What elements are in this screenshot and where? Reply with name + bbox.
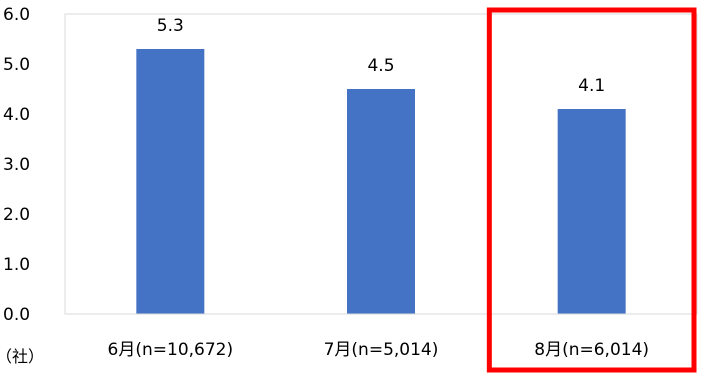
x-tick-label: 7月(n=5,014) bbox=[324, 340, 439, 360]
y-tick-label: 1.0 bbox=[3, 255, 30, 275]
y-tick-label: 4.0 bbox=[3, 105, 30, 125]
bar bbox=[136, 49, 205, 314]
bar bbox=[347, 89, 415, 314]
x-axis: 6月(n=10,672) 7月(n=5,014) 8月(n=6,014) bbox=[108, 340, 650, 360]
y-tick-label: 0.0 bbox=[3, 305, 30, 325]
y-tick-label: 6.0 bbox=[3, 5, 30, 25]
y-tick-label: 2.0 bbox=[3, 205, 30, 225]
y-tick-label: 5.0 bbox=[3, 55, 30, 75]
highlight-box bbox=[486, 7, 697, 373]
bar bbox=[557, 109, 626, 314]
bars-group bbox=[136, 49, 626, 314]
data-label: 5.3 bbox=[157, 16, 184, 36]
y-tick-label: 3.0 bbox=[3, 155, 30, 175]
y-axis: 0.0 1.0 2.0 3.0 4.0 5.0 6.0 bbox=[3, 5, 30, 325]
x-tick-label: 6月(n=10,672) bbox=[108, 340, 234, 360]
data-label: 4.5 bbox=[367, 56, 394, 76]
x-tick-label: 8月(n=6,014) bbox=[534, 340, 649, 360]
data-label: 4.1 bbox=[578, 76, 605, 96]
data-labels-group: 5.3 4.5 4.1 bbox=[157, 16, 605, 96]
y-axis-unit-label: （社） bbox=[0, 347, 44, 366]
